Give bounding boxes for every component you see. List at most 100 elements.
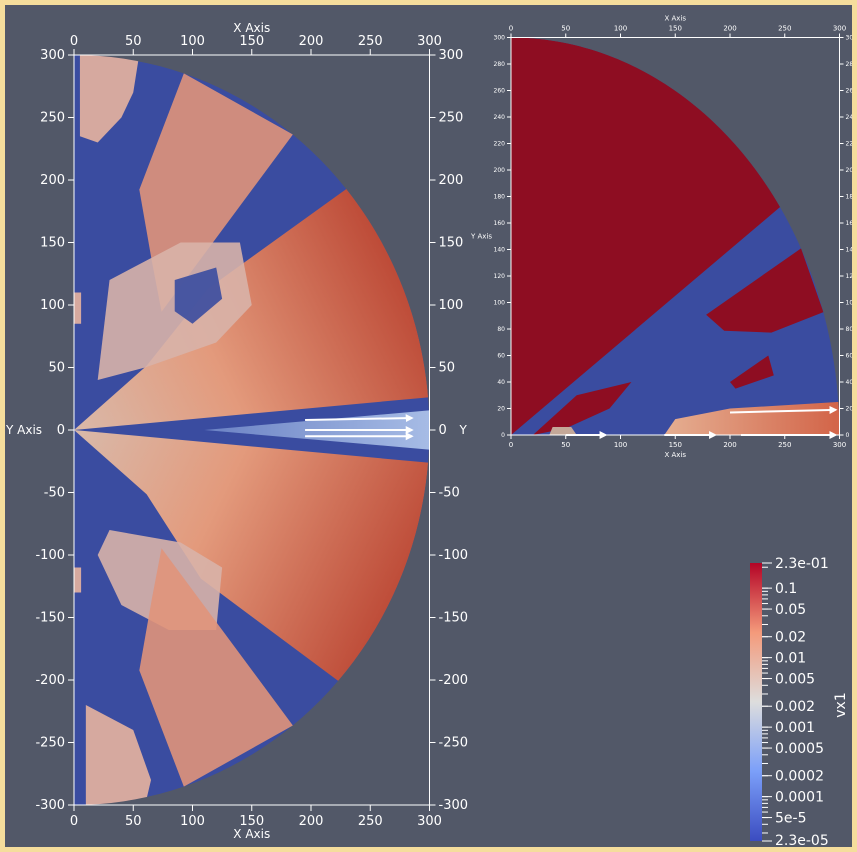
left-arrow xyxy=(305,414,414,423)
right-y-tick-label-right: 260 xyxy=(846,88,853,95)
left-x-tick-label-top: 300 xyxy=(417,34,442,49)
right-x-tick-label-bottom: 300 xyxy=(833,441,846,449)
colorbar-tick-label: 5e-5 xyxy=(775,811,806,827)
right-y-tick-label-left: 280 xyxy=(494,61,506,68)
colorbar-tick-label: 0.0001 xyxy=(775,790,824,806)
left-blob xyxy=(174,267,223,324)
left-x-tick-label-top: 150 xyxy=(239,34,264,49)
right-y-tick-label-right: 100 xyxy=(846,300,853,307)
left-y-tick-label-left: 0 xyxy=(57,423,65,438)
colorbar: 0.1 0.05 0.02 0.01 0.005 0.002 0.001 0.0005 0.00… xyxy=(750,556,849,847)
colorbar-max-label: 2.3e-01 xyxy=(775,556,829,572)
left-y-tick-label-right: -300 xyxy=(439,798,469,813)
right-x-tick-label-top: 50 xyxy=(561,25,570,33)
colorbar-tick-label: 0.05 xyxy=(775,602,806,618)
left-structure-blobs xyxy=(74,55,293,805)
left-y-tick-label-left: -150 xyxy=(35,611,65,626)
right-y-tick-label-left: 0 xyxy=(501,432,505,439)
left-x-axis-title-top: X Axis xyxy=(233,21,270,35)
colorbar-tick-label: 0.0002 xyxy=(775,769,824,785)
left-y-tick-label-right: 250 xyxy=(439,111,464,126)
right-arrows xyxy=(565,405,838,439)
left-x-tick-label-top: 100 xyxy=(180,34,205,49)
left-red-wedge-top xyxy=(74,188,429,430)
right-y-tick-label-right: 240 xyxy=(846,114,853,121)
render-viewport[interactable]: 0 0 50 50 100 100 150 150 200 200 250 250 300 300 300 3… xyxy=(5,5,852,847)
right-blob xyxy=(532,382,632,435)
left-field xyxy=(74,55,430,805)
right-y-tick-label-left: 160 xyxy=(494,220,506,227)
colorbar-ticks: 0.1 0.05 0.02 0.01 0.005 0.002 0.001 0.0005 0.00… xyxy=(762,562,824,842)
right-x-tick-label-top: 200 xyxy=(723,25,736,33)
left-y-tick-label-right: -250 xyxy=(439,736,469,751)
right-y-tick-label-left: 180 xyxy=(494,194,506,201)
right-x-tick-label-top: 300 xyxy=(833,25,846,33)
left-y-tick-label-left: 100 xyxy=(40,298,65,313)
right-y-tick-label-left: 300 xyxy=(494,35,506,42)
left-x-tick-label-top: 50 xyxy=(125,34,142,49)
right-x-axis-title-bottom: X Axis xyxy=(664,451,686,459)
right-arrow xyxy=(729,405,838,414)
left-x-tick-label-bottom: 300 xyxy=(417,814,442,829)
right-x-tick-label-bottom: 150 xyxy=(669,441,682,449)
right-x-tick-label-bottom: 0 xyxy=(509,441,513,449)
colorbar-tick-label: 0.002 xyxy=(775,699,815,715)
right-x-tick-label-bottom: 50 xyxy=(561,441,570,449)
right-y-tick-label-right: 300 xyxy=(846,35,853,42)
left-x-tick-label-top: 200 xyxy=(299,34,324,49)
colorbar-tick-label: 0.01 xyxy=(775,651,806,667)
left-blob xyxy=(139,548,293,787)
colorbar-tick-label: 0.1 xyxy=(775,581,797,597)
left-y-tick-label-right: 0 xyxy=(439,423,447,438)
colorbar-tick-label: 0.02 xyxy=(775,630,806,646)
right-blob xyxy=(549,427,577,435)
right-y-tick-label-left: 220 xyxy=(494,141,506,148)
right-x-tick-label-top: 0 xyxy=(509,25,513,33)
right-x-tick-label-top: 250 xyxy=(778,25,791,33)
left-y-tick-label-right: 300 xyxy=(439,48,464,63)
left-x-tick-label-bottom: 250 xyxy=(358,814,383,829)
left-blob xyxy=(85,705,152,805)
left-x-tick-label-bottom: 0 xyxy=(70,814,78,829)
right-y-tick-label-right: 180 xyxy=(846,194,853,201)
colorbar-tick-label: 0.0005 xyxy=(775,741,824,757)
left-x-tick-label-top: 250 xyxy=(358,34,383,49)
left-y-tick-label-left: -300 xyxy=(35,798,65,813)
left-y-tick-label-right: 100 xyxy=(439,298,464,313)
right-y-tick-label-right: 60 xyxy=(846,353,853,360)
right-y-tick-label-right: 80 xyxy=(846,326,853,333)
left-y-tick-label-left: 200 xyxy=(40,173,65,188)
right-y-tick-label-right: 0 xyxy=(846,432,850,439)
left-y-tick-label-left: 300 xyxy=(40,48,65,63)
left-y-tick-label-right: -50 xyxy=(439,486,460,501)
left-y-tick-label-left: -200 xyxy=(35,673,65,688)
left-blob xyxy=(74,292,82,324)
right-field xyxy=(511,37,840,435)
left-y-tick-label-left: -100 xyxy=(35,548,65,563)
right-y-tick-label-right: 120 xyxy=(846,273,853,280)
right-x-tick-label-bottom: 100 xyxy=(614,441,627,449)
left-y-tick-label-right: -100 xyxy=(439,548,469,563)
right-y-tick-label-right: 40 xyxy=(846,379,853,386)
right-y-tick-label-left: 140 xyxy=(494,247,506,254)
right-y-tick-label-left: 120 xyxy=(494,273,506,280)
right-x-tick-label-bottom: 250 xyxy=(778,441,791,449)
right-y-tick-label-left: 40 xyxy=(497,379,505,386)
left-y-tick-label-right: -200 xyxy=(439,673,469,688)
left-y-tick-label-right: -150 xyxy=(439,611,469,626)
left-y-tick-label-right: 200 xyxy=(439,173,464,188)
right-y-tick-label-right: 200 xyxy=(846,167,853,174)
right-y-tick-label-right: 140 xyxy=(846,247,853,254)
right-x-tick-label-bottom: 200 xyxy=(723,441,736,449)
right-y-tick-label-right: 160 xyxy=(846,220,853,227)
left-y-tick-label-right: 50 xyxy=(439,361,456,376)
right-x-tick-label-top: 100 xyxy=(614,25,627,33)
left-x-tick-label-bottom: 200 xyxy=(299,814,324,829)
colorbar-tick-label: 0.001 xyxy=(775,720,815,736)
right-y-tick-label-left: 200 xyxy=(494,167,506,174)
right-x-tick-label-top: 150 xyxy=(669,25,682,33)
right-red-region xyxy=(511,37,781,435)
colorbar-min-label: 2.3e-05 xyxy=(775,833,829,847)
